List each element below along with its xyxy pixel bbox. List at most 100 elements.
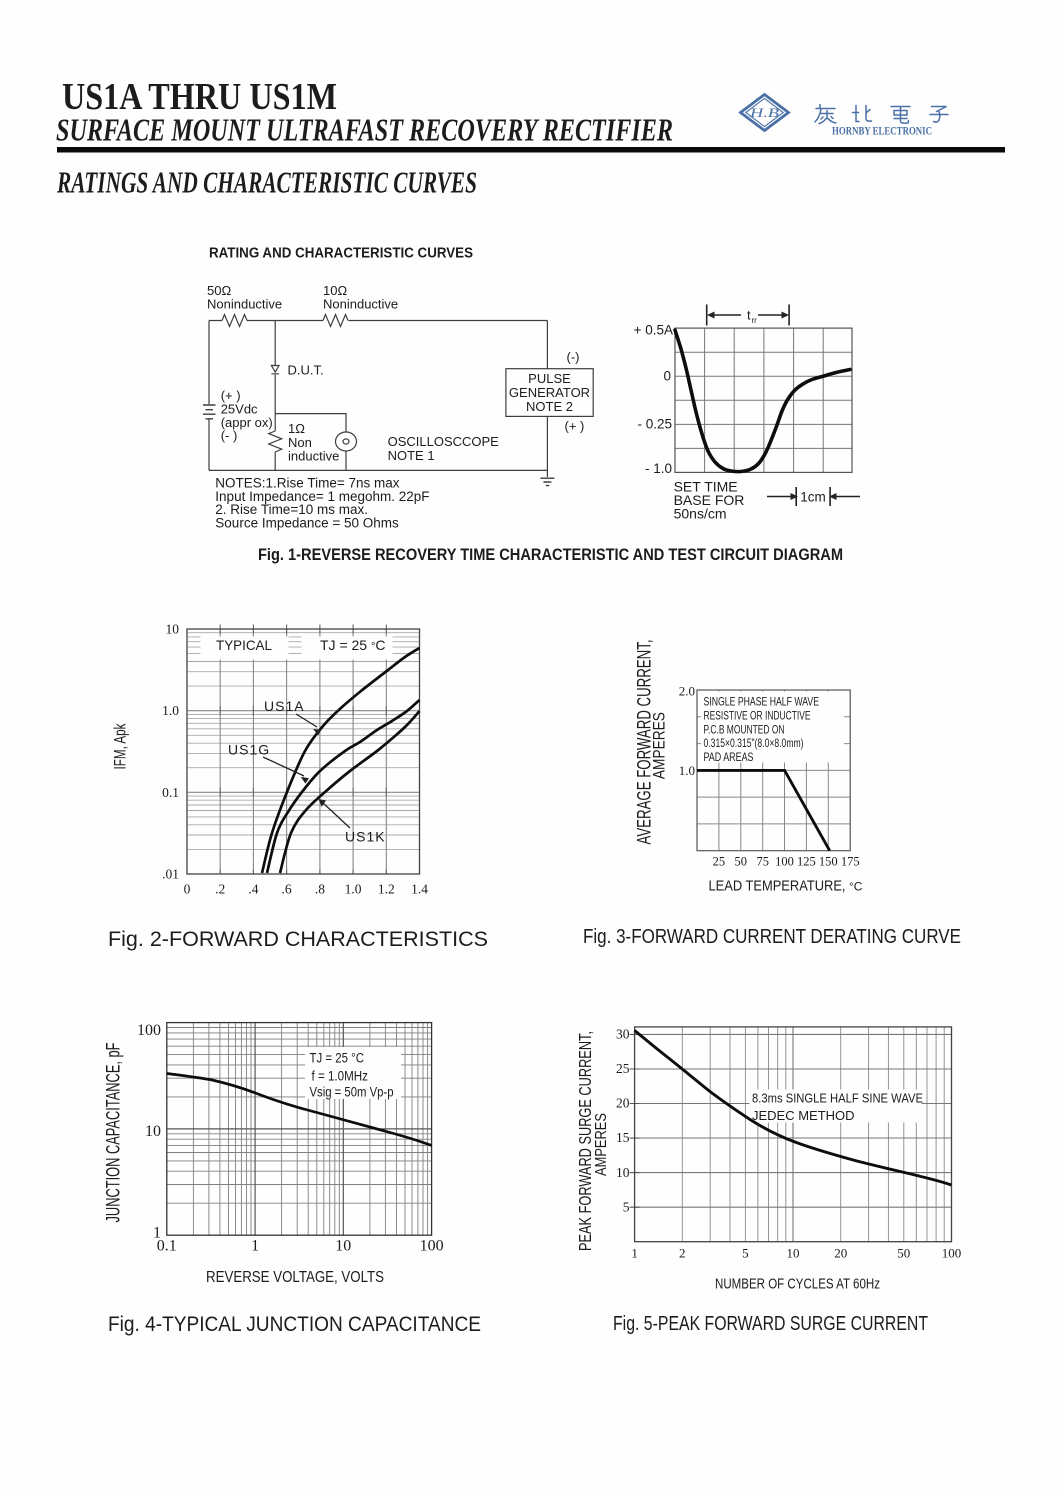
svg-text:10: 10 bbox=[616, 1165, 630, 1180]
svg-text:0.315×0.315"(8.0×8.0mm): 0.315×0.315"(8.0×8.0mm) bbox=[704, 736, 804, 750]
svg-text:50Ω: 50Ω bbox=[207, 283, 231, 298]
svg-text:AMPERES: AMPERES bbox=[593, 1113, 610, 1176]
svg-text:Non: Non bbox=[288, 435, 312, 450]
svg-text:1.0: 1.0 bbox=[679, 763, 695, 778]
svg-text:.6: .6 bbox=[282, 882, 292, 897]
svg-text:P.C.B MOUNTED ON: P.C.B MOUNTED ON bbox=[704, 722, 785, 736]
svg-text:10Ω: 10Ω bbox=[323, 283, 347, 298]
svg-text:Fig. 5-PEAK FORWARD SURGE CURR: Fig. 5-PEAK FORWARD SURGE CURRENT bbox=[613, 1313, 928, 1335]
svg-text:Noninductive: Noninductive bbox=[207, 297, 282, 312]
svg-text:75: 75 bbox=[756, 855, 769, 869]
svg-text:100: 100 bbox=[942, 1246, 962, 1261]
svg-text:US1K: US1K bbox=[345, 829, 386, 845]
svg-text:RATINGS AND CHARACTERISTIC CUR: RATINGS AND CHARACTERISTIC CURVES bbox=[56, 165, 477, 200]
svg-text:Fig. 3-FORWARD CURRENT DERATIN: Fig. 3-FORWARD CURRENT DERATING CURVE bbox=[583, 926, 961, 948]
svg-text:1Ω: 1Ω bbox=[288, 421, 305, 436]
svg-text:50ns/cm: 50ns/cm bbox=[674, 506, 727, 522]
svg-text:10: 10 bbox=[787, 1246, 800, 1261]
svg-text:D.U.T.: D.U.T. bbox=[288, 363, 324, 378]
svg-text:RATING AND CHARACTERISTIC CURV: RATING AND CHARACTERISTIC CURVES bbox=[209, 246, 473, 262]
svg-text:0: 0 bbox=[184, 882, 191, 897]
svg-text:25: 25 bbox=[616, 1061, 630, 1076]
svg-text:(appr ox): (appr ox) bbox=[221, 415, 273, 430]
svg-text:HORNBY ELECTRONIC: HORNBY ELECTRONIC bbox=[832, 126, 932, 138]
svg-text:TJ = 25 °C: TJ = 25 °C bbox=[320, 637, 386, 653]
svg-text:(+ ): (+ ) bbox=[565, 419, 585, 434]
svg-text:SURFACE MOUNT ULTRAFAST RECOVE: SURFACE MOUNT ULTRAFAST RECOVERY RECTIFI… bbox=[56, 112, 673, 148]
svg-text:rr: rr bbox=[752, 316, 758, 325]
svg-text:1cm: 1cm bbox=[800, 490, 826, 505]
svg-text:SINGLE PHASE HALF WAVE: SINGLE PHASE HALF WAVE bbox=[704, 695, 820, 709]
svg-text:OSCILLOSCCOPE: OSCILLOSCCOPE bbox=[388, 434, 500, 449]
svg-text:1: 1 bbox=[631, 1246, 638, 1261]
svg-text:10: 10 bbox=[145, 1123, 161, 1140]
svg-text:25Vdc: 25Vdc bbox=[221, 402, 258, 417]
svg-text:NOTE 1: NOTE 1 bbox=[388, 448, 435, 463]
svg-text:Noninductive: Noninductive bbox=[323, 297, 398, 312]
svg-text:50: 50 bbox=[897, 1246, 910, 1261]
svg-text:NOTES:1.Rise Time= 7ns max: NOTES:1.Rise Time= 7ns max bbox=[215, 476, 399, 491]
svg-text:- 0.25: - 0.25 bbox=[637, 417, 672, 432]
svg-text:Input Impedance= 1 megohm. 22p: Input Impedance= 1 megohm. 22pF bbox=[215, 489, 429, 504]
svg-text:REVERSE VOLTAGE, VOLTS: REVERSE VOLTAGE, VOLTS bbox=[206, 1269, 384, 1286]
svg-text:125: 125 bbox=[797, 855, 816, 869]
svg-text:150: 150 bbox=[819, 855, 838, 869]
svg-text:.8: .8 bbox=[315, 882, 325, 897]
svg-text:1.4: 1.4 bbox=[411, 882, 428, 897]
svg-text:25: 25 bbox=[713, 855, 726, 869]
svg-text:US1A THRU US1M: US1A THRU US1M bbox=[62, 76, 337, 118]
svg-text:100: 100 bbox=[137, 1022, 161, 1039]
svg-text:2.0: 2.0 bbox=[679, 684, 695, 699]
svg-text:(+ ): (+ ) bbox=[221, 388, 241, 403]
svg-text:Fig. 4-TYPICAL JUNCTION CAPACI: Fig. 4-TYPICAL JUNCTION CAPACITANCE bbox=[108, 1312, 481, 1336]
svg-text:RESISTIVE OR INDUCTIVE: RESISTIVE OR INDUCTIVE bbox=[704, 708, 811, 722]
svg-text:100: 100 bbox=[775, 855, 794, 869]
svg-text:AVERAGE FORWARD CURRENT,: AVERAGE FORWARD CURRENT, bbox=[635, 640, 656, 845]
svg-text:JUNCTION CAPACITANCE, pF: JUNCTION CAPACITANCE, pF bbox=[104, 1043, 125, 1223]
svg-text:t: t bbox=[747, 308, 751, 323]
svg-text:1: 1 bbox=[153, 1225, 161, 1242]
svg-text:1.0: 1.0 bbox=[345, 882, 362, 897]
svg-text:IFM, Apk: IFM, Apk bbox=[111, 723, 130, 769]
svg-text:NOTE 2: NOTE 2 bbox=[526, 399, 573, 414]
svg-text:1.2: 1.2 bbox=[378, 882, 395, 897]
svg-text:SET TIME: SET TIME bbox=[674, 479, 738, 495]
svg-text:20: 20 bbox=[834, 1246, 847, 1261]
svg-text:(-): (-) bbox=[567, 350, 580, 365]
svg-text:30: 30 bbox=[616, 1027, 630, 1042]
svg-text:.4: .4 bbox=[248, 882, 258, 897]
svg-text:inductive: inductive bbox=[288, 449, 339, 464]
svg-text:PAD AREAS: PAD AREAS bbox=[704, 750, 754, 764]
svg-text:Fig. 2-FORWARD CHARACTERISTICS: Fig. 2-FORWARD CHARACTERISTICS bbox=[108, 927, 488, 951]
svg-text:US1G: US1G bbox=[228, 742, 270, 758]
svg-text:(- ): (- ) bbox=[221, 428, 238, 443]
svg-text:US1A: US1A bbox=[264, 698, 305, 714]
svg-text:LEAD TEMPERATURE,: LEAD TEMPERATURE, bbox=[709, 879, 846, 895]
svg-text:Vsig = 50m Vp-p: Vsig = 50m Vp-p bbox=[310, 1085, 394, 1100]
svg-text:50: 50 bbox=[735, 855, 748, 869]
svg-text:2. Rise Time=10 ms max.: 2. Rise Time=10 ms max. bbox=[215, 502, 368, 517]
svg-text:- 1.0: - 1.0 bbox=[645, 461, 672, 476]
svg-text:1.0: 1.0 bbox=[162, 703, 179, 718]
svg-text:8.3ms SINGLE HALF SINE WAVE: 8.3ms SINGLE HALF SINE WAVE bbox=[752, 1091, 923, 1106]
svg-text:0: 0 bbox=[663, 369, 671, 384]
svg-text:100: 100 bbox=[420, 1238, 444, 1255]
svg-text:BASE FOR: BASE FOR bbox=[674, 492, 745, 508]
svg-text:JEDEC METHOD: JEDEC METHOD bbox=[752, 1108, 855, 1123]
svg-text:Fig. 1-REVERSE RECOVERY TIME C: Fig. 1-REVERSE RECOVERY TIME CHARACTERIS… bbox=[258, 545, 843, 564]
svg-text:TJ = 25 °C: TJ = 25 °C bbox=[310, 1051, 365, 1066]
svg-text:.01: .01 bbox=[162, 867, 179, 882]
svg-text:°C: °C bbox=[849, 880, 863, 894]
svg-text:0.1: 0.1 bbox=[162, 785, 179, 800]
svg-text:PEAK FORWARD SURGE CURRENT,: PEAK FORWARD SURGE CURRENT, bbox=[575, 1031, 595, 1251]
svg-text:5: 5 bbox=[623, 1199, 630, 1214]
svg-text:TYPICAL: TYPICAL bbox=[216, 637, 272, 653]
svg-text:175: 175 bbox=[841, 855, 860, 869]
svg-text:NUMBER OF CYCLES AT 60Hz: NUMBER OF CYCLES AT 60Hz bbox=[715, 1277, 880, 1293]
svg-text:10: 10 bbox=[335, 1238, 351, 1255]
svg-text:2: 2 bbox=[679, 1246, 686, 1261]
svg-text:+ 0.5A: + 0.5A bbox=[634, 323, 673, 338]
svg-text:PULSE: PULSE bbox=[528, 371, 571, 386]
svg-text:0.1: 0.1 bbox=[157, 1238, 177, 1255]
svg-text:Source Impedance = 50 Ohms: Source Impedance = 50 Ohms bbox=[215, 515, 399, 530]
